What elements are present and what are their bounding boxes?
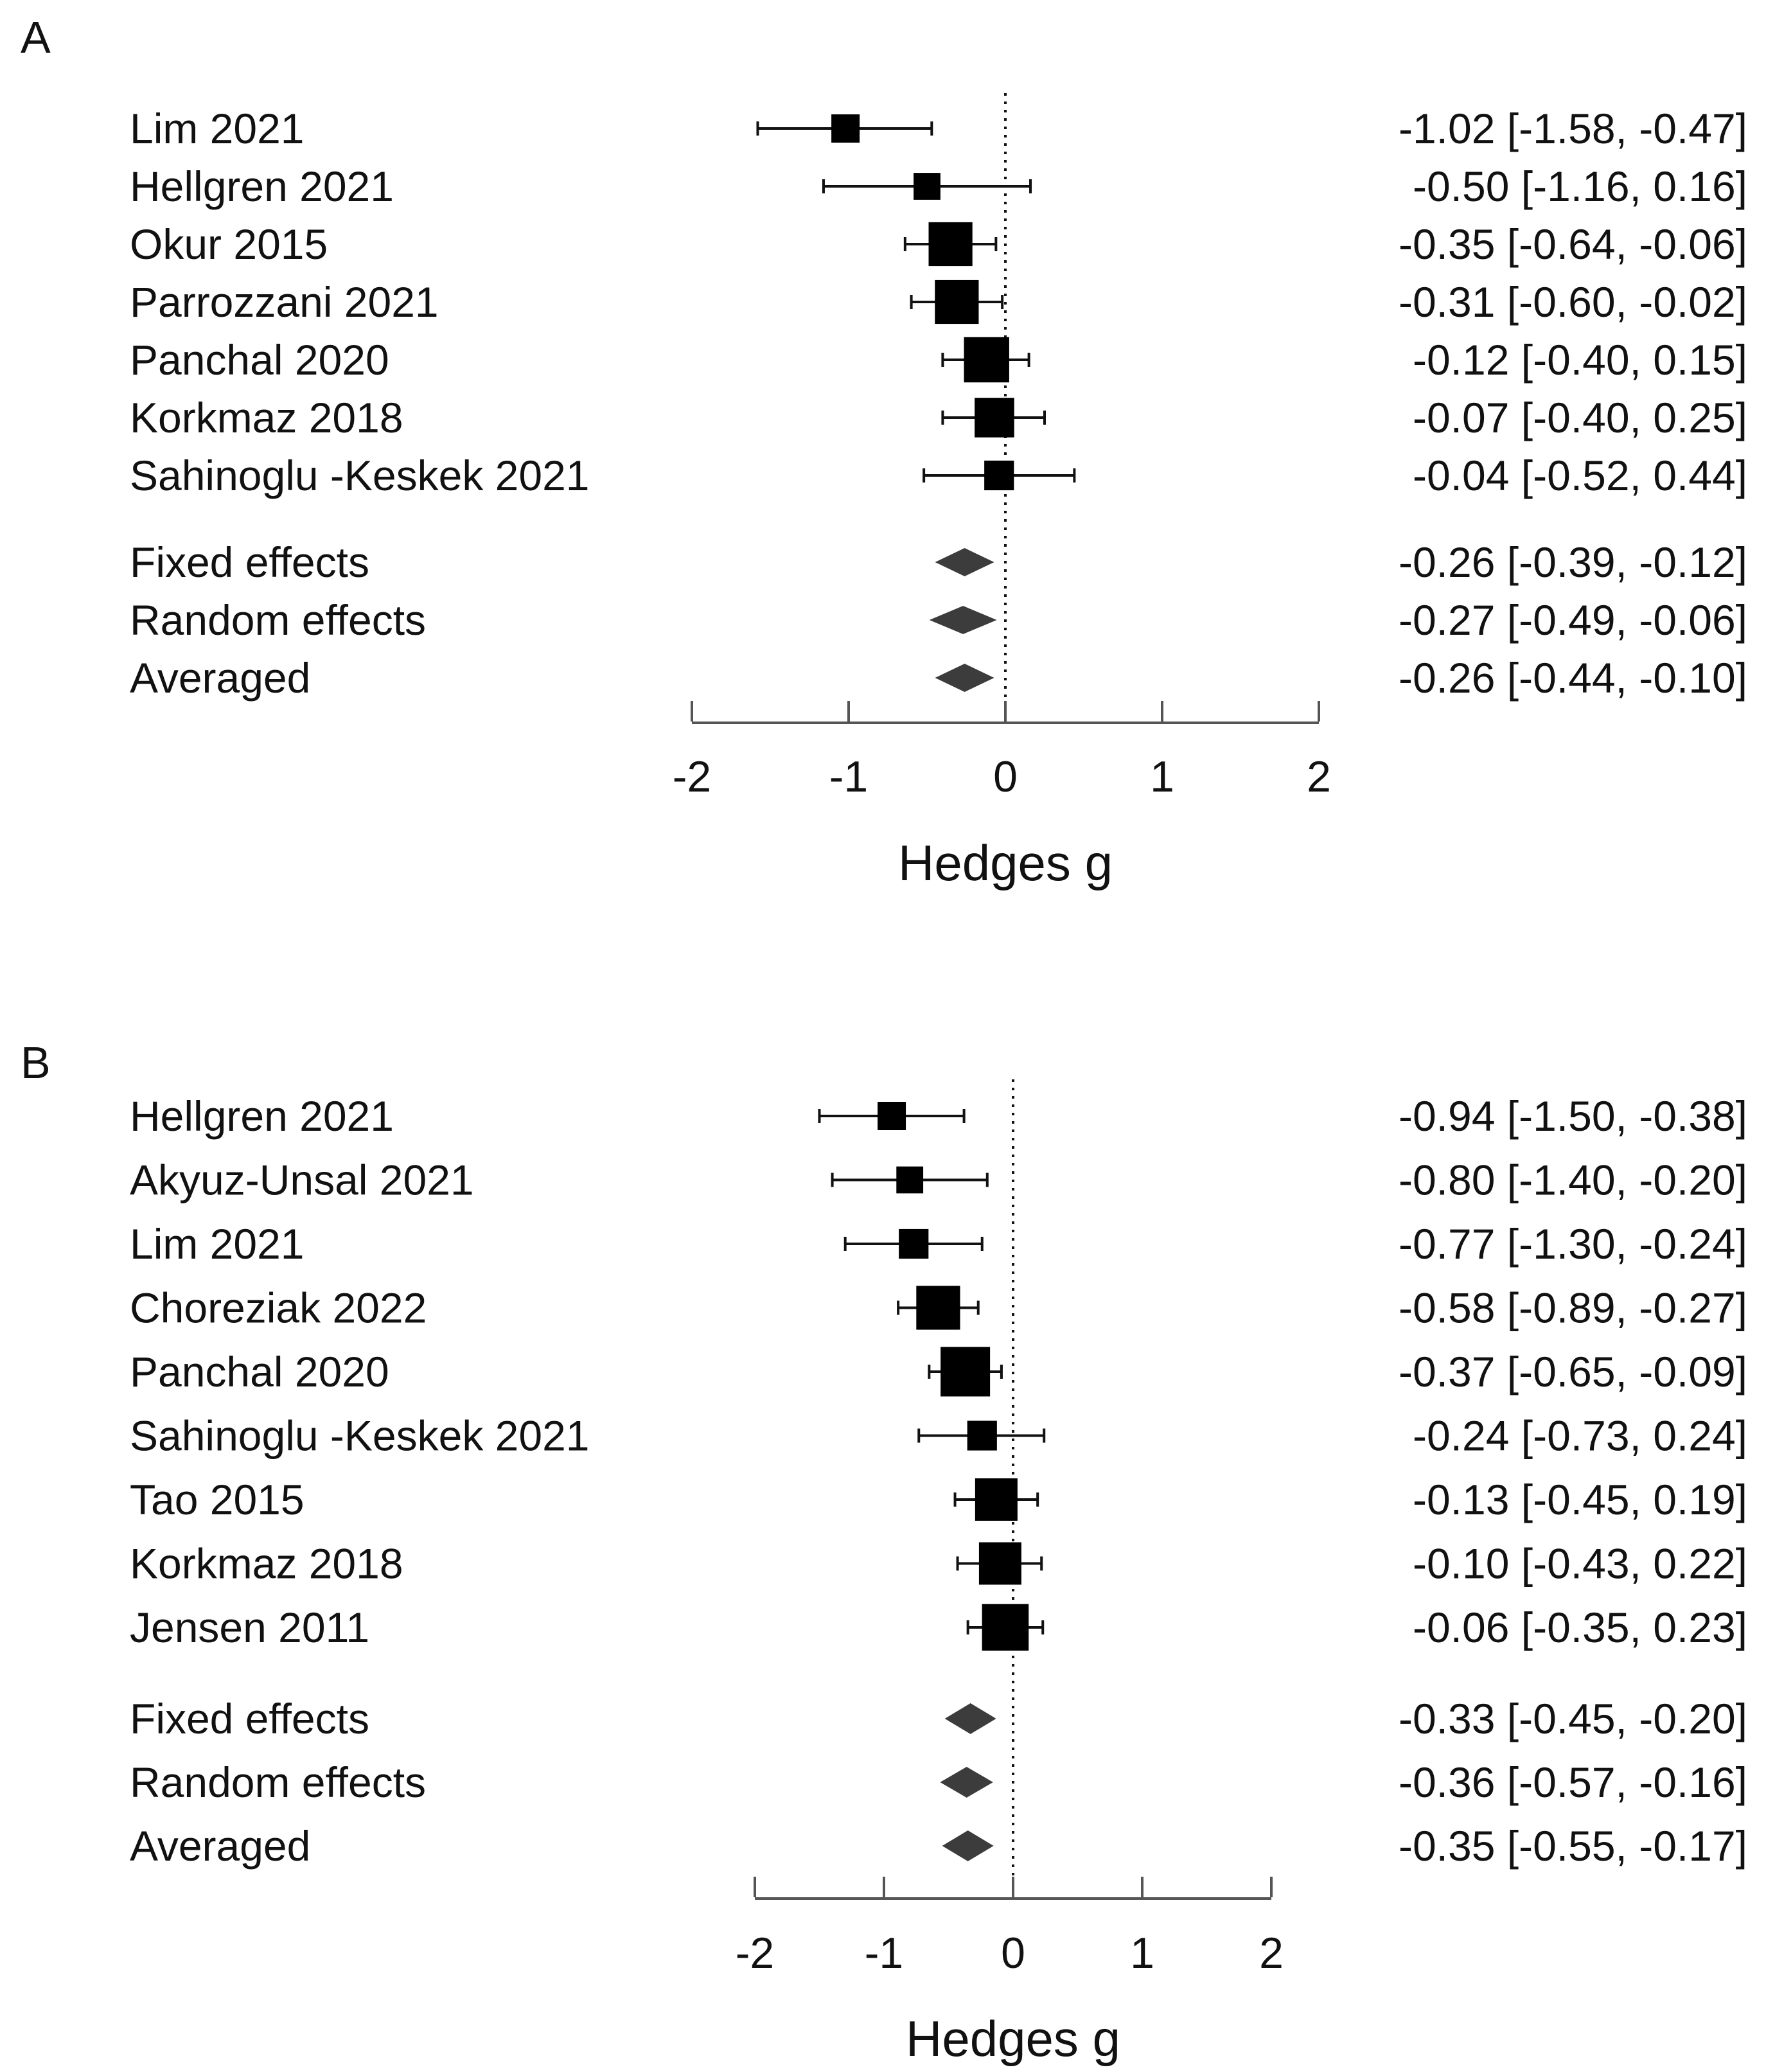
study-label: Hellgren 2021 [130, 1092, 394, 1140]
study-label: Parrozzani 2021 [130, 278, 439, 326]
summary-ci-text: -0.27 [-0.49, -0.06] [1399, 596, 1747, 644]
effect-square [928, 222, 973, 267]
effect-ci-text: -0.77 [-1.30, -0.24] [1399, 1220, 1747, 1268]
summary-diamond [940, 1767, 993, 1798]
summary-ci-text: -0.26 [-0.39, -0.12] [1399, 538, 1747, 586]
x-tick-label: 0 [993, 752, 1018, 801]
effect-square [899, 1228, 929, 1259]
panel-label: A [21, 12, 51, 62]
effect-ci-text: -0.04 [-0.52, 0.44] [1413, 452, 1747, 499]
summary-label: Averaged [130, 654, 310, 702]
effect-square [984, 460, 1014, 491]
summary-ci-text: -0.36 [-0.57, -0.16] [1399, 1758, 1747, 1806]
effect-ci-text: -0.37 [-0.65, -0.09] [1399, 1348, 1747, 1395]
study-label: Panchal 2020 [130, 336, 389, 384]
panel-a: A Lim 2021 -1.02 [-1.58, -0.47] Hellgren 20… [21, 12, 1747, 891]
x-axis-label: Hedges g [898, 835, 1113, 891]
effect-ci-text: -1.02 [-1.58, -0.47] [1399, 105, 1747, 152]
x-axis-label: Hedges g [906, 2010, 1120, 2067]
effect-square [896, 1166, 924, 1194]
effect-square [935, 279, 979, 324]
summary-label: Random effects [130, 596, 426, 644]
effect-ci-text: -0.06 [-0.35, 0.23] [1413, 1604, 1747, 1651]
effect-square [967, 1421, 997, 1451]
x-tick-label: -2 [736, 1929, 774, 1978]
effect-ci-text: -0.13 [-0.45, 0.19] [1413, 1476, 1747, 1523]
x-tick-label: -1 [865, 1929, 903, 1978]
summary-diamond [942, 1830, 994, 1861]
effect-ci-text: -0.07 [-0.40, 0.25] [1413, 394, 1747, 441]
effect-square [940, 1347, 991, 1397]
study-label: Korkmaz 2018 [130, 394, 403, 441]
effect-square [975, 398, 1014, 438]
summary-label: Random effects [130, 1758, 426, 1806]
effect-ci-text: -0.10 [-0.43, 0.22] [1413, 1540, 1747, 1588]
study-label: Choreziak 2022 [130, 1284, 427, 1332]
effect-square [964, 337, 1009, 383]
summary-diamond [935, 548, 994, 576]
x-tick-label: -2 [673, 752, 711, 801]
summary-ci-text: -0.33 [-0.45, -0.20] [1399, 1695, 1747, 1742]
effect-ci-text: -0.94 [-1.50, -0.38] [1399, 1092, 1747, 1140]
effect-ci-text: -0.58 [-0.89, -0.27] [1399, 1284, 1747, 1332]
effect-square [914, 173, 940, 200]
effect-square [831, 114, 860, 143]
summary-ci-text: -0.35 [-0.55, -0.17] [1399, 1822, 1747, 1870]
x-tick-label: 2 [1307, 752, 1331, 801]
study-label: Tao 2015 [130, 1476, 305, 1523]
effect-square [975, 1478, 1018, 1521]
effect-square [878, 1102, 906, 1130]
study-label: Lim 2021 [130, 105, 305, 152]
x-tick-label: 0 [1001, 1929, 1025, 1978]
study-label: Sahinoglu -Keskek 2021 [130, 1412, 590, 1460]
panel-label: B [21, 1038, 51, 1088]
study-label: Jensen 2011 [130, 1604, 369, 1651]
study-label: Akyuz-Unsal 2021 [130, 1156, 474, 1204]
summary-diamond [944, 1703, 996, 1734]
summary-label: Averaged [130, 1822, 310, 1870]
study-label: Okur 2015 [130, 220, 328, 268]
study-label: Korkmaz 2018 [130, 1540, 403, 1588]
panel-b: B Hellgren 2021 -0.94 [-1.50, -0.38] Akyuz-… [21, 1038, 1747, 2067]
summary-label: Fixed effects [130, 538, 369, 586]
study-label: Hellgren 2021 [130, 163, 394, 210]
summary-label: Fixed effects [130, 1695, 369, 1742]
x-tick-label: 1 [1150, 752, 1174, 801]
effect-ci-text: -0.31 [-0.60, -0.02] [1399, 278, 1747, 326]
effect-ci-text: -0.35 [-0.64, -0.06] [1399, 220, 1747, 268]
x-tick-label: 1 [1130, 1929, 1154, 1978]
study-label: Sahinoglu -Keskek 2021 [130, 452, 590, 499]
study-label: Panchal 2020 [130, 1348, 389, 1395]
summary-diamond [929, 606, 997, 634]
summary-diamond [935, 664, 994, 692]
effect-ci-text: -0.12 [-0.40, 0.15] [1413, 336, 1747, 384]
effect-square [978, 1542, 1021, 1585]
x-tick-label: 2 [1259, 1929, 1284, 1978]
effect-square [916, 1286, 960, 1330]
effect-ci-text: -0.80 [-1.40, -0.20] [1399, 1156, 1747, 1204]
summary-ci-text: -0.26 [-0.44, -0.10] [1399, 654, 1747, 702]
x-tick-label: -1 [829, 752, 868, 801]
effect-square [982, 1604, 1029, 1651]
effect-ci-text: -0.24 [-0.73, 0.24] [1413, 1412, 1747, 1460]
effect-ci-text: -0.50 [-1.16, 0.16] [1413, 163, 1747, 210]
study-label: Lim 2021 [130, 1220, 305, 1268]
